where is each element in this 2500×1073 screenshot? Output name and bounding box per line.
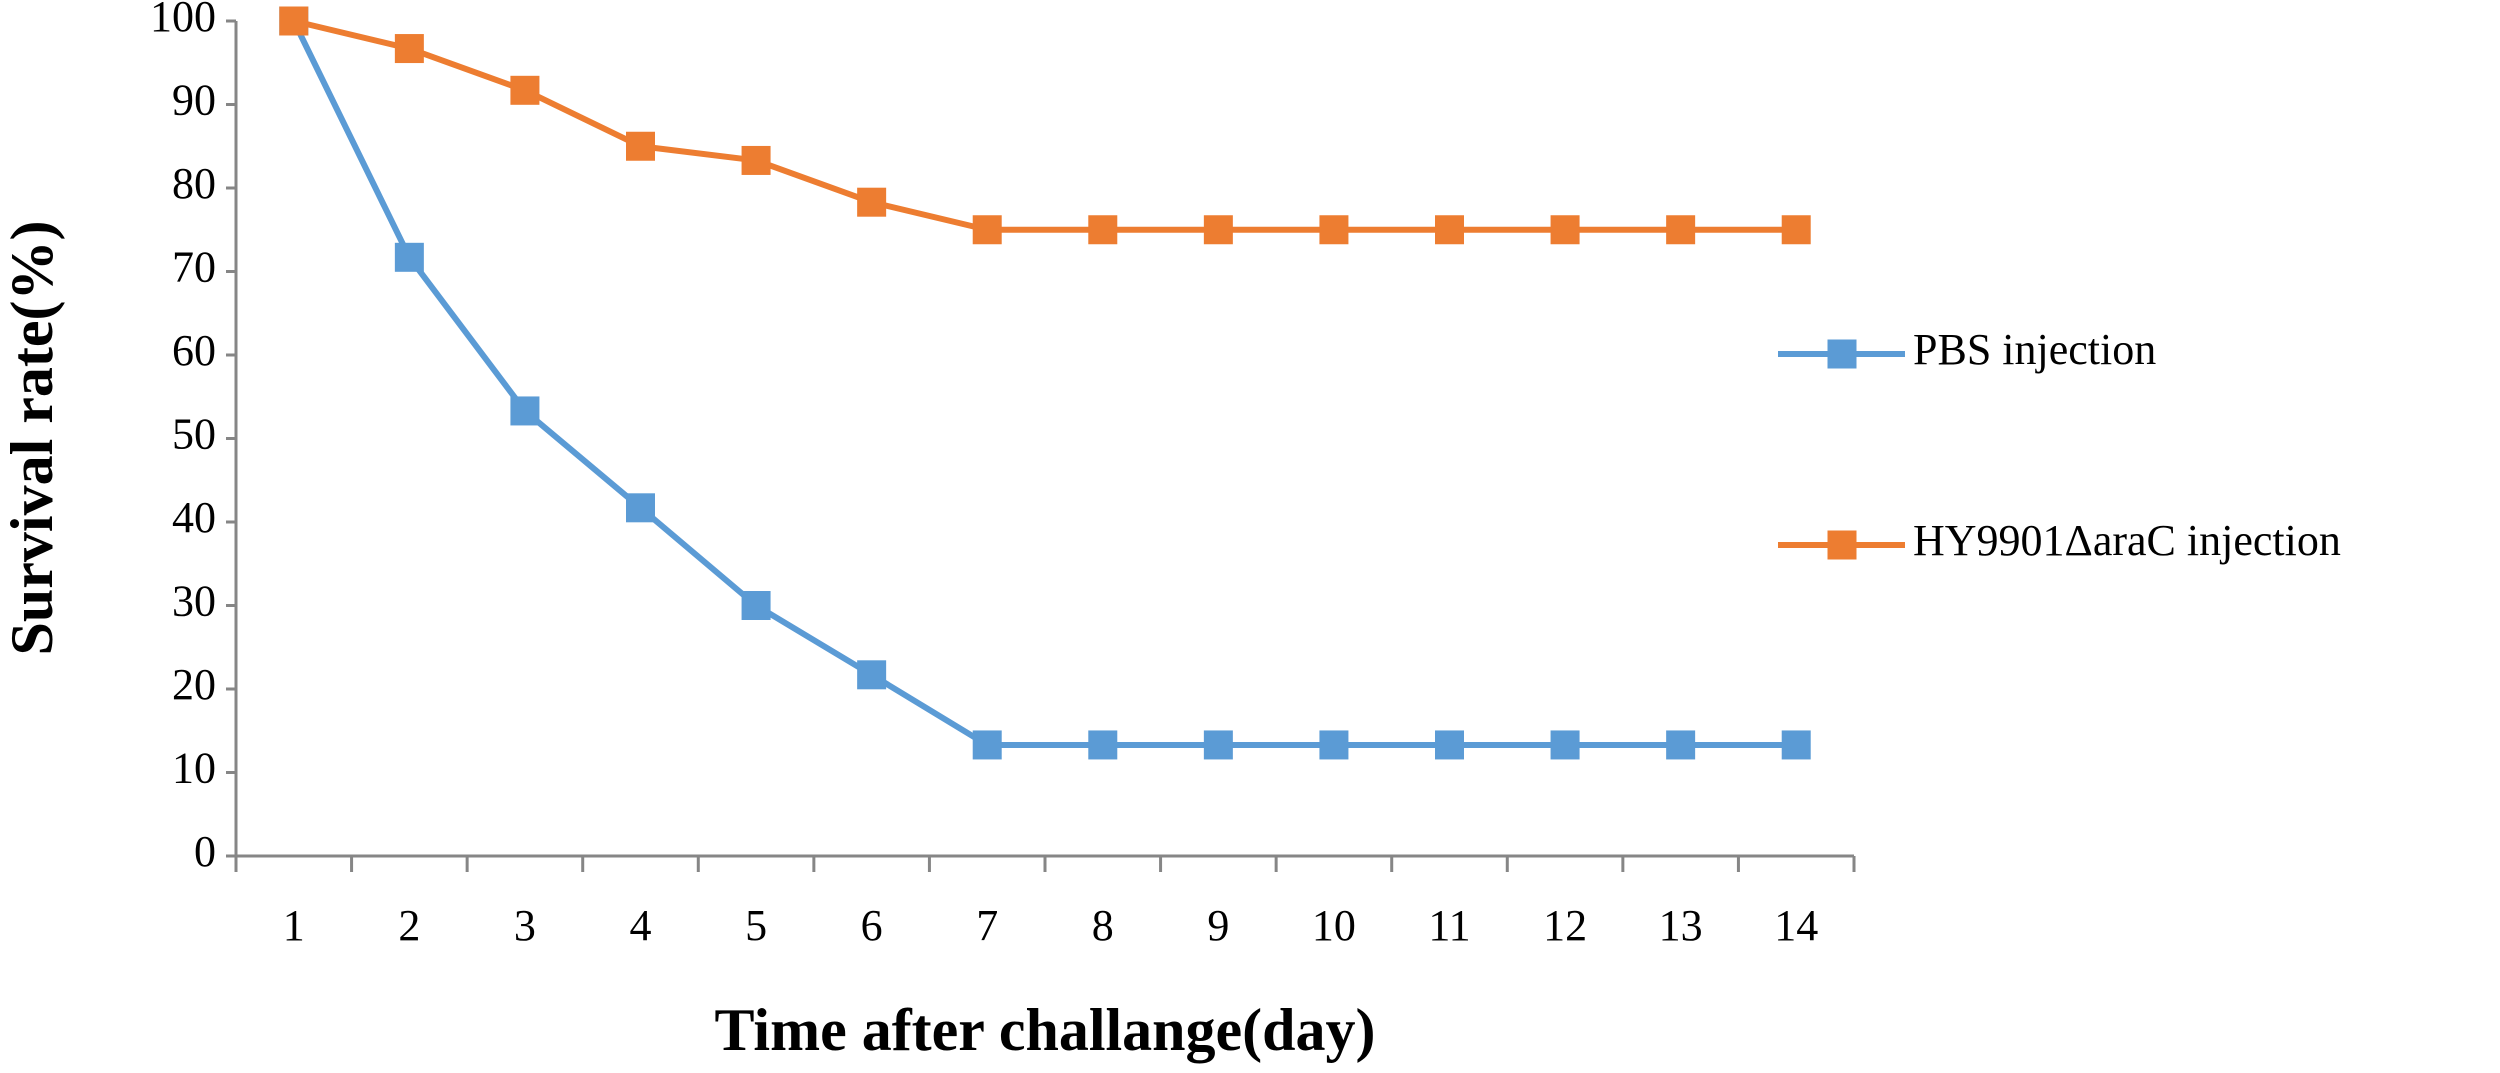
legend-label: PBS injection bbox=[1913, 325, 2156, 374]
x-tick-label: 1 bbox=[283, 901, 305, 950]
point-marker bbox=[1088, 215, 1118, 245]
y-tick-label: 30 bbox=[172, 577, 216, 626]
point-marker bbox=[1435, 215, 1464, 245]
legend-label: HY9901ΔaraC injection bbox=[1913, 516, 2341, 565]
point-marker bbox=[1203, 730, 1233, 760]
point-marker bbox=[1550, 215, 1580, 245]
x-tick-label: 12 bbox=[1543, 901, 1587, 950]
y-tick-label: 0 bbox=[194, 827, 216, 876]
point-marker bbox=[394, 34, 424, 64]
y-tick-label: 80 bbox=[172, 159, 216, 208]
point-marker bbox=[857, 187, 887, 217]
point-marker bbox=[741, 145, 771, 175]
point-marker bbox=[741, 591, 771, 620]
y-tick-label: 50 bbox=[172, 410, 216, 459]
point-marker bbox=[1666, 215, 1696, 245]
point-marker bbox=[394, 242, 424, 272]
x-tick-label: 11 bbox=[1428, 901, 1470, 950]
point-marker bbox=[1319, 215, 1349, 245]
x-tick-label: 5 bbox=[745, 901, 767, 950]
point-marker bbox=[1550, 730, 1580, 760]
point-marker bbox=[1203, 215, 1233, 245]
legend-marker bbox=[1827, 339, 1857, 369]
point-marker bbox=[1781, 215, 1811, 245]
point-marker bbox=[626, 131, 655, 161]
x-tick-label: 13 bbox=[1659, 901, 1703, 950]
x-tick-label: 8 bbox=[1092, 901, 1114, 950]
point-marker bbox=[279, 6, 309, 36]
point-marker bbox=[1319, 730, 1349, 760]
point-marker bbox=[510, 396, 540, 426]
point-marker bbox=[626, 493, 655, 523]
point-marker bbox=[1435, 730, 1464, 760]
point-marker bbox=[1666, 730, 1696, 760]
point-marker bbox=[857, 660, 887, 690]
y-axis-title: Survival rate(%) bbox=[0, 221, 65, 656]
x-tick-label: 14 bbox=[1774, 901, 1818, 950]
y-tick-label: 100 bbox=[150, 0, 216, 41]
x-tick-label: 10 bbox=[1312, 901, 1356, 950]
y-tick-label: 70 bbox=[172, 243, 216, 292]
x-tick-label: 7 bbox=[976, 901, 998, 950]
x-tick-label: 4 bbox=[630, 901, 652, 950]
x-tick-label: 3 bbox=[514, 901, 536, 950]
y-tick-label: 60 bbox=[172, 326, 216, 375]
y-tick-label: 20 bbox=[172, 660, 216, 709]
point-marker bbox=[510, 75, 540, 105]
x-tick-label: 6 bbox=[861, 901, 883, 950]
point-marker bbox=[1088, 730, 1118, 760]
y-tick-label: 10 bbox=[172, 744, 216, 793]
x-axis-title: Time after challange(day) bbox=[714, 997, 1375, 1063]
series-line bbox=[293, 18, 1797, 233]
point-marker bbox=[1781, 730, 1811, 760]
y-tick-label: 90 bbox=[172, 76, 216, 125]
x-tick-label: 9 bbox=[1207, 901, 1229, 950]
point-marker bbox=[972, 730, 1002, 760]
point-marker bbox=[972, 215, 1002, 245]
y-tick-label: 40 bbox=[172, 493, 216, 542]
x-tick-label: 2 bbox=[398, 901, 420, 950]
legend-marker bbox=[1827, 530, 1857, 560]
series-line bbox=[291, 19, 1797, 748]
